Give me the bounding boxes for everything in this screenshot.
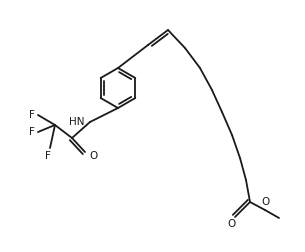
Text: O: O xyxy=(89,151,97,161)
Text: O: O xyxy=(262,197,270,207)
Text: F: F xyxy=(29,127,35,137)
Text: F: F xyxy=(29,110,35,120)
Text: F: F xyxy=(45,151,51,161)
Text: HN: HN xyxy=(69,117,84,127)
Text: O: O xyxy=(227,219,235,229)
